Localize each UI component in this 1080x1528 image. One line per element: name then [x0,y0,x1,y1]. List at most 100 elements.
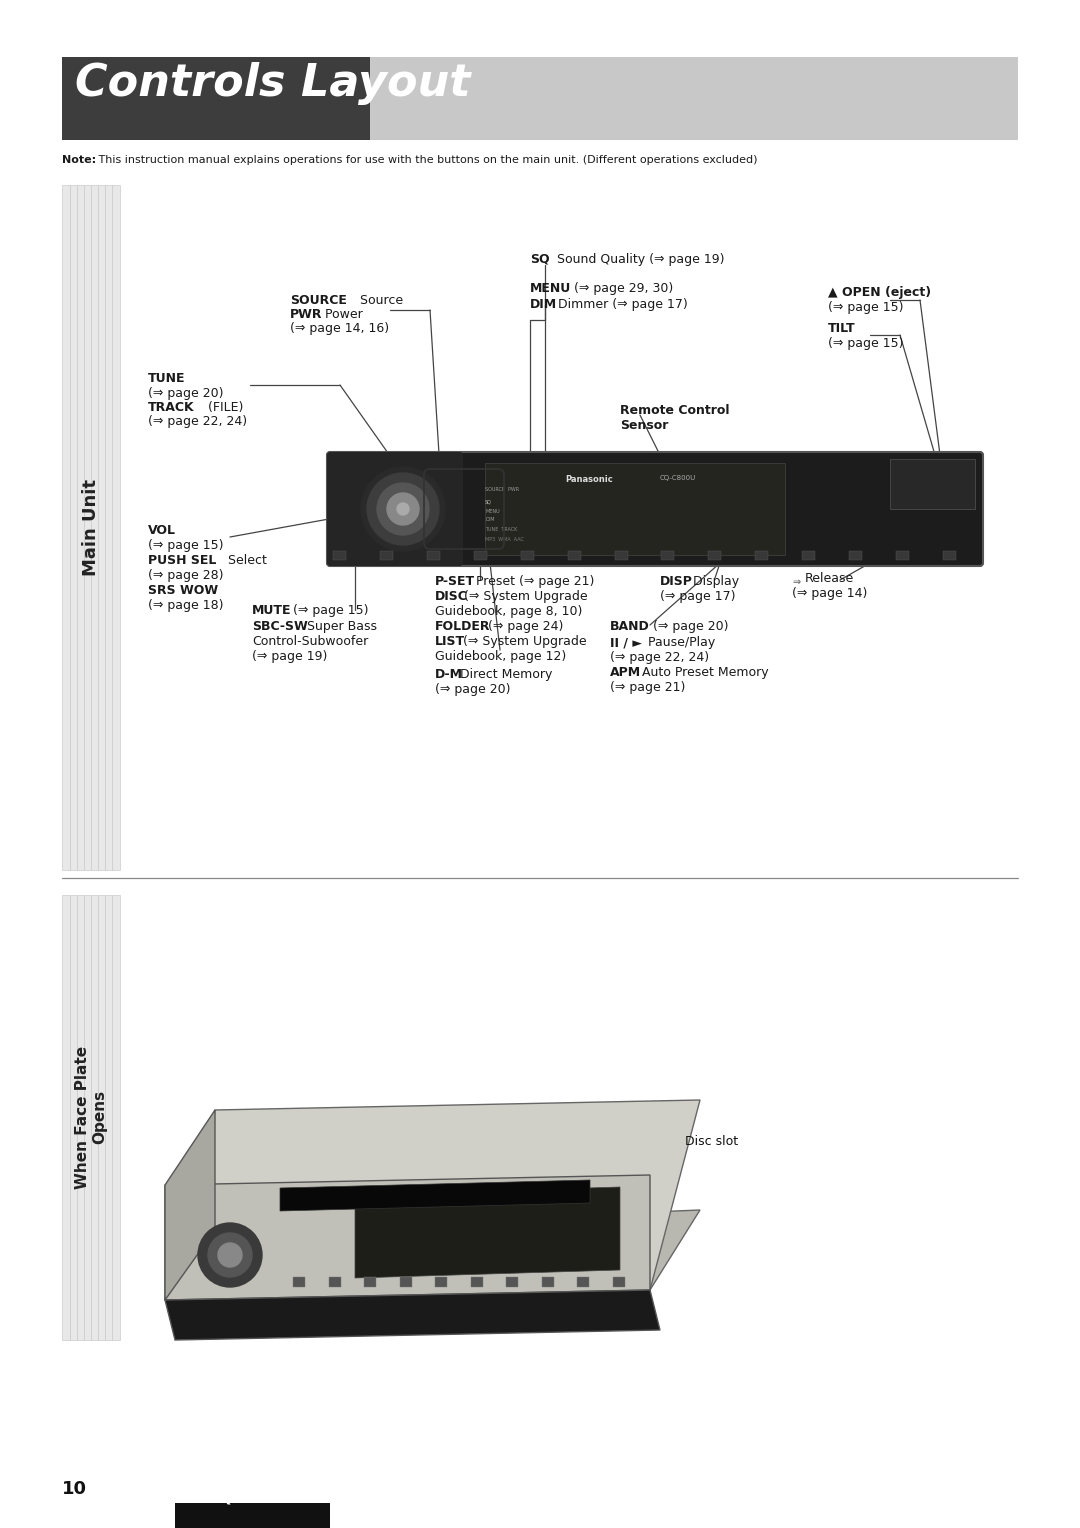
Bar [471,1277,483,1287]
Bar [613,1277,625,1287]
Text: (⇒ page 22, 24): (⇒ page 22, 24) [148,416,247,428]
Polygon shape [165,1100,700,1300]
Bar [802,552,815,559]
Text: (⇒ page 15): (⇒ page 15) [148,539,224,552]
Text: SOURCE  PWR: SOURCE PWR [485,487,519,492]
Text: SQ: SQ [530,254,550,266]
Text: Remote Control: Remote Control [620,403,729,417]
Text: PUSH SEL: PUSH SEL [148,555,216,567]
Text: (⇒ page 28): (⇒ page 28) [148,568,224,582]
Text: Control-Subwoofer: Control-Subwoofer [252,636,368,648]
Text: TUNE  TRACK: TUNE TRACK [485,527,517,532]
Bar [708,552,721,559]
Text: CQ-C800U: CQ-C800U [660,475,697,481]
Polygon shape [165,1175,650,1300]
Bar [542,1277,554,1287]
Bar [62,895,120,1340]
Text: MUTE: MUTE [252,604,292,617]
Text: This instruction manual explains operations for use with the buttons on the main: This instruction manual explains operati… [95,154,757,165]
Bar [175,1504,330,1528]
Text: Main Unit: Main Unit [82,478,100,576]
Circle shape [218,1242,242,1267]
Text: LIST: LIST [435,636,465,648]
Circle shape [367,474,438,545]
Polygon shape [165,1290,660,1340]
Circle shape [361,468,445,552]
Text: SRS WOW: SRS WOW [148,584,218,597]
Bar [328,1277,340,1287]
Text: (⇒ page 24): (⇒ page 24) [484,620,564,633]
Text: TILT: TILT [828,322,855,335]
Text: CQ-C800U: CQ-C800U [206,1488,300,1507]
Circle shape [208,1233,252,1277]
Polygon shape [280,1180,590,1212]
Text: (⇒ System Upgrade: (⇒ System Upgrade [459,636,586,648]
Text: (⇒ page 15): (⇒ page 15) [828,301,904,313]
Bar [568,552,581,559]
Text: Direct Memory: Direct Memory [456,668,552,681]
Text: P-SET: P-SET [435,575,475,588]
Text: DISP: DISP [660,575,693,588]
Text: Preset (⇒ page 21): Preset (⇒ page 21) [472,575,594,588]
Text: Sensor: Sensor [620,419,669,432]
Circle shape [387,494,419,526]
Bar [380,552,393,559]
Text: Select: Select [224,555,267,567]
Text: APM: APM [610,666,642,678]
Text: (⇒ page 19): (⇒ page 19) [252,649,327,663]
Text: PWR: PWR [291,309,323,321]
Text: Note:: Note: [62,154,96,165]
Text: DISC: DISC [435,590,468,604]
Text: FOLDER: FOLDER [435,620,490,633]
FancyBboxPatch shape [327,452,463,565]
Text: Auto Preset Memory: Auto Preset Memory [638,666,769,678]
Text: 10: 10 [62,1481,87,1497]
Text: (⇒ page 20): (⇒ page 20) [435,683,511,695]
Text: When Face Plate
Opens: When Face Plate Opens [75,1045,107,1189]
Bar [661,552,675,559]
Text: (⇒ page 29, 30): (⇒ page 29, 30) [570,283,673,295]
Bar [849,552,862,559]
Polygon shape [165,1210,700,1300]
Bar [485,463,785,555]
Text: (⇒ page 17): (⇒ page 17) [660,590,735,604]
Text: Display: Display [689,575,739,588]
Text: SQ: SQ [485,500,491,504]
Text: II / ►: II / ► [610,636,642,649]
Text: Dimmer (⇒ page 17): Dimmer (⇒ page 17) [554,298,688,312]
Text: TUNE: TUNE [148,371,186,385]
Text: ▲ OPEN (eject): ▲ OPEN (eject) [828,286,931,299]
Text: Release: Release [805,571,854,585]
Text: D-M: D-M [435,668,463,681]
Text: DIM: DIM [530,298,557,312]
Bar [333,552,346,559]
Text: (⇒ System Upgrade: (⇒ System Upgrade [460,590,588,604]
Bar [507,1277,518,1287]
Polygon shape [165,1109,215,1300]
Text: MP3  WMA  AAC: MP3 WMA AAC [485,536,524,542]
Bar [62,185,120,869]
Bar [400,1277,411,1287]
Text: SOURCE: SOURCE [291,293,347,307]
Circle shape [198,1222,262,1287]
Text: (⇒ page 22, 24): (⇒ page 22, 24) [610,651,710,665]
Text: Sound Quality (⇒ page 19): Sound Quality (⇒ page 19) [553,254,725,266]
Bar [896,552,909,559]
Bar [364,1277,376,1287]
Bar [62,57,370,141]
Text: Guidebook, page 8, 10): Guidebook, page 8, 10) [435,605,582,617]
Text: Guidebook, page 12): Guidebook, page 12) [435,649,566,663]
Text: DIM: DIM [485,516,495,523]
Bar [890,458,975,509]
Text: MENU: MENU [485,509,500,513]
Text: BAND: BAND [610,620,650,633]
Text: (⇒ page 20): (⇒ page 20) [148,387,224,400]
Bar [755,552,768,559]
Bar [943,552,956,559]
Text: Super Bass: Super Bass [303,620,377,633]
Bar [578,1277,590,1287]
Text: TRACK: TRACK [148,400,194,414]
Text: VOL: VOL [148,524,176,536]
Text: (⇒ page 14): (⇒ page 14) [792,587,867,601]
Text: Source: Source [356,293,403,307]
